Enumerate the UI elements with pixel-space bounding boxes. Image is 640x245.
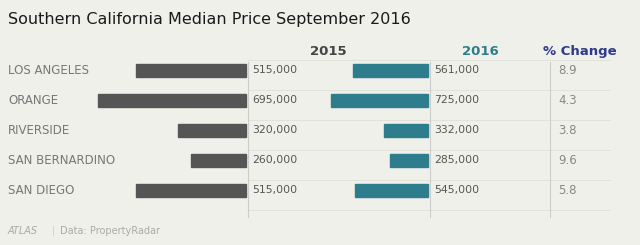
Text: SAN DIEGO: SAN DIEGO [8, 184, 74, 197]
Text: 320,000: 320,000 [252, 125, 297, 135]
Text: 4.3: 4.3 [558, 94, 577, 107]
Bar [355, 184, 428, 197]
Text: 260,000: 260,000 [252, 156, 297, 166]
Text: ATLAS: ATLAS [8, 226, 38, 236]
Bar [390, 154, 428, 167]
Text: 515,000: 515,000 [252, 65, 297, 75]
Text: 725,000: 725,000 [434, 96, 479, 106]
Text: LOS ANGELES: LOS ANGELES [8, 64, 89, 77]
Text: 5.8: 5.8 [558, 184, 577, 197]
Text: 9.6: 9.6 [558, 154, 577, 167]
Text: |: | [52, 226, 55, 236]
Bar [136, 184, 246, 197]
Bar [384, 124, 428, 137]
Text: 3.8: 3.8 [558, 124, 577, 137]
Text: 695,000: 695,000 [252, 96, 297, 106]
Text: 2015: 2015 [310, 46, 346, 59]
Text: ORANGE: ORANGE [8, 94, 58, 107]
Text: Southern California Median Price September 2016: Southern California Median Price Septemb… [8, 12, 411, 27]
Bar [191, 154, 246, 167]
Text: 285,000: 285,000 [434, 156, 479, 166]
Bar [353, 64, 428, 77]
Text: 332,000: 332,000 [434, 125, 479, 135]
Bar [178, 124, 246, 137]
Text: SAN BERNARDINO: SAN BERNARDINO [8, 154, 115, 167]
Text: Data: PropertyRadar: Data: PropertyRadar [60, 226, 160, 236]
Bar [98, 94, 246, 107]
Bar [136, 64, 246, 77]
Text: 2016: 2016 [461, 46, 499, 59]
Text: 545,000: 545,000 [434, 185, 479, 196]
Text: 561,000: 561,000 [434, 65, 479, 75]
Text: 8.9: 8.9 [558, 64, 577, 77]
Text: % Change: % Change [543, 46, 617, 59]
Bar [332, 94, 428, 107]
Text: RIVERSIDE: RIVERSIDE [8, 124, 70, 137]
Text: 515,000: 515,000 [252, 185, 297, 196]
